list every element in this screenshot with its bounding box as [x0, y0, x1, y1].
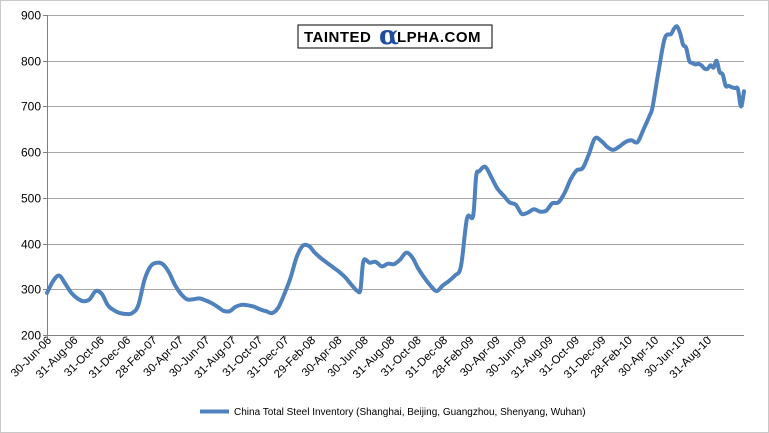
series-layer: [45, 24, 746, 317]
legend: China Total Steel Inventory (Shanghai, B…: [200, 407, 586, 418]
y-tick-label: 600: [21, 146, 41, 160]
y-tick-label: 200: [21, 329, 41, 343]
watermark-logo: TAINTED α LPHA.COM: [297, 21, 493, 51]
watermark-frame: [297, 24, 493, 49]
series-line: [45, 24, 746, 317]
y-tick-label: 400: [21, 238, 41, 252]
watermark-right-text: LPHA.COM: [397, 29, 481, 46]
y-axis: 200 300 400 500 600 700 800 900: [21, 9, 48, 343]
y-tick-label: 800: [21, 55, 41, 69]
watermark-left-text: TAINTED: [304, 29, 371, 46]
y-tick-label: 900: [21, 9, 41, 23]
y-tick-label: 500: [21, 192, 41, 206]
watermark-alpha-glyph: α: [379, 21, 399, 51]
y-tick-label: 300: [21, 283, 41, 297]
legend-label: China Total Steel Inventory (Shanghai, B…: [234, 407, 586, 418]
y-tick-label: 700: [21, 100, 41, 114]
